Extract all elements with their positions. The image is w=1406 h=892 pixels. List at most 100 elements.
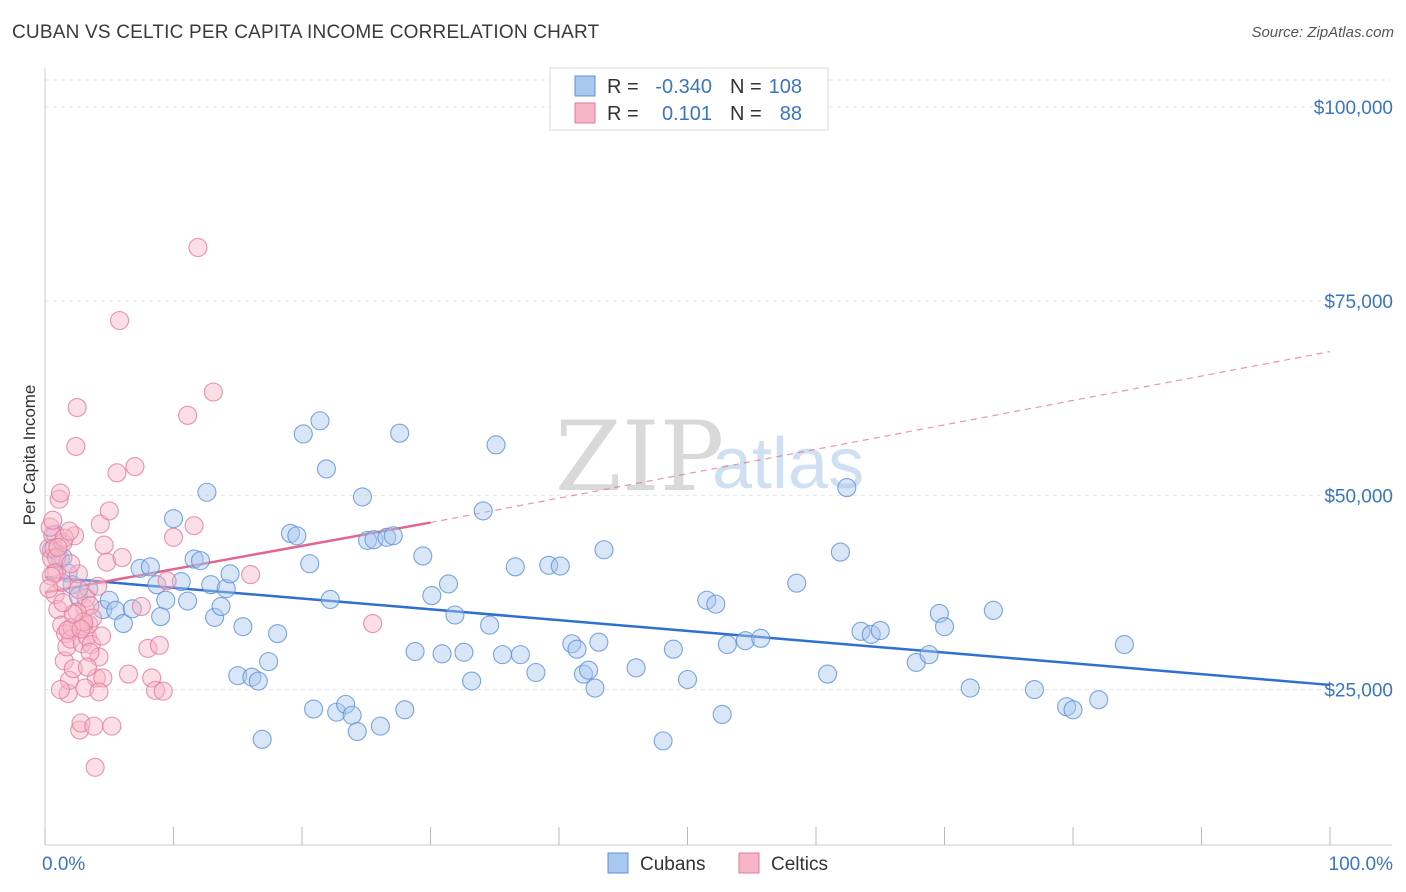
point-cubans-28 [220, 564, 240, 584]
point-celtics-39 [90, 514, 110, 534]
watermark: ZIP atlas [555, 401, 864, 513]
point-celtics-22 [68, 564, 88, 584]
point-celtics-59 [178, 405, 198, 425]
point-cubans-26 [211, 596, 231, 617]
y-tick-label-3: $100,000 [1314, 98, 1393, 119]
legend-r-label-cubans: R = [607, 76, 639, 98]
point-cubans-83 [677, 669, 698, 690]
point-celtics-40 [91, 626, 112, 646]
y-tick-label-2: $75,000 [1324, 292, 1393, 313]
point-cubans-51 [370, 716, 390, 736]
point-cubans-73 [562, 634, 582, 654]
point-celtics-58 [163, 527, 184, 547]
point-cubans-24 [201, 575, 221, 595]
point-cubans-17 [156, 590, 176, 610]
legend-n-label-cubans: N = [730, 76, 762, 98]
legend-box [549, 67, 829, 131]
point-celtics-81 [89, 682, 109, 702]
legend-bottom-swatch-celtics [738, 852, 760, 874]
point-cubans-59 [432, 644, 452, 664]
legend-r-label-celtics: R = [607, 103, 639, 125]
point-cubans-69 [510, 645, 531, 665]
point-cubans-11 [113, 614, 133, 634]
point-cubans-21 [184, 549, 204, 569]
point-cubans-66 [486, 435, 506, 455]
point-cubans-62 [454, 642, 474, 662]
point-cubans-46 [342, 705, 362, 725]
point-celtics-35 [85, 757, 105, 777]
point-cubans-105 [1063, 700, 1083, 720]
point-cubans-107 [1114, 634, 1134, 655]
point-celtics-74 [48, 537, 68, 557]
point-cubans-25 [205, 607, 225, 627]
point-celtics-47 [109, 310, 130, 331]
point-celtics-61 [188, 237, 208, 258]
point-cubans-98 [919, 645, 939, 665]
point-cubans-100 [934, 617, 955, 637]
point-cubans-29 [228, 666, 248, 686]
point-celtics-42 [94, 535, 114, 555]
legend-bottom-swatch-cubans [607, 852, 629, 874]
point-cubans-23 [197, 482, 217, 502]
point-cubans-49 [357, 530, 378, 550]
point-celtics-55 [149, 635, 169, 655]
point-cubans-101 [960, 678, 980, 698]
point-cubans-43 [320, 589, 340, 610]
series-legend: Cubans Celtics [607, 852, 828, 875]
point-celtics-49 [118, 664, 139, 684]
point-celtics-7 [49, 489, 69, 509]
legend-n-value-celtics: 88 [780, 103, 802, 125]
point-cubans-93 [837, 478, 857, 498]
point-cubans-89 [751, 628, 771, 648]
legend-bottom-label-cubans: Cubans [640, 854, 706, 875]
point-cubans-47 [347, 722, 367, 742]
point-cubans-56 [405, 641, 425, 662]
point-cubans-34 [259, 652, 279, 672]
point-cubans-30 [233, 617, 253, 637]
point-cubans-38 [293, 424, 313, 444]
legend-r-value-cubans: -0.340 [655, 76, 712, 98]
point-cubans-82 [663, 639, 683, 659]
legend-r-value-celtics: 0.101 [662, 103, 712, 125]
point-cubans-75 [573, 664, 593, 684]
point-celtics-63 [241, 565, 261, 585]
point-cubans-70 [526, 662, 546, 683]
legend-swatch-cubans [574, 75, 596, 97]
point-cubans-33 [252, 729, 272, 749]
point-celtics-18 [63, 659, 83, 679]
point-cubans-61 [445, 605, 465, 625]
point-cubans-76 [579, 660, 599, 680]
point-cubans-88 [735, 631, 755, 651]
point-celtics-56 [153, 681, 173, 701]
point-cubans-20 [178, 591, 198, 611]
point-cubans-15 [147, 575, 167, 595]
point-celtics-52 [138, 638, 158, 658]
point-celtics-73 [43, 510, 63, 530]
point-cubans-48 [352, 487, 372, 507]
point-cubans-103 [1024, 680, 1044, 700]
point-celtics-51 [131, 596, 151, 617]
x-tick-label-1: 100.0% [1329, 854, 1394, 875]
axes [44, 68, 1392, 846]
y-tick-label-1: $50,000 [1324, 486, 1393, 507]
point-cubans-27 [216, 579, 236, 599]
legend-swatch-celtics [574, 102, 596, 124]
point-celtics-60 [184, 516, 204, 536]
point-celtics-87 [77, 657, 97, 677]
point-cubans-65 [480, 615, 500, 635]
point-cubans-68 [505, 557, 525, 577]
point-celtics-46 [107, 463, 127, 483]
x-tick-labels: 0.0% 100.0% [42, 854, 1393, 875]
point-celtics-84 [39, 579, 59, 599]
point-celtics-48 [112, 547, 132, 568]
point-cubans-41 [310, 411, 330, 431]
point-celtics-62 [203, 382, 223, 402]
point-celtics-20 [66, 436, 86, 456]
point-cubans-37 [287, 526, 307, 546]
trend-line-celtics-extension [430, 351, 1331, 524]
point-celtics-72 [80, 642, 100, 662]
point-cubans-45 [336, 694, 356, 714]
point-cubans-57 [413, 546, 433, 566]
point-cubans-96 [870, 620, 890, 641]
